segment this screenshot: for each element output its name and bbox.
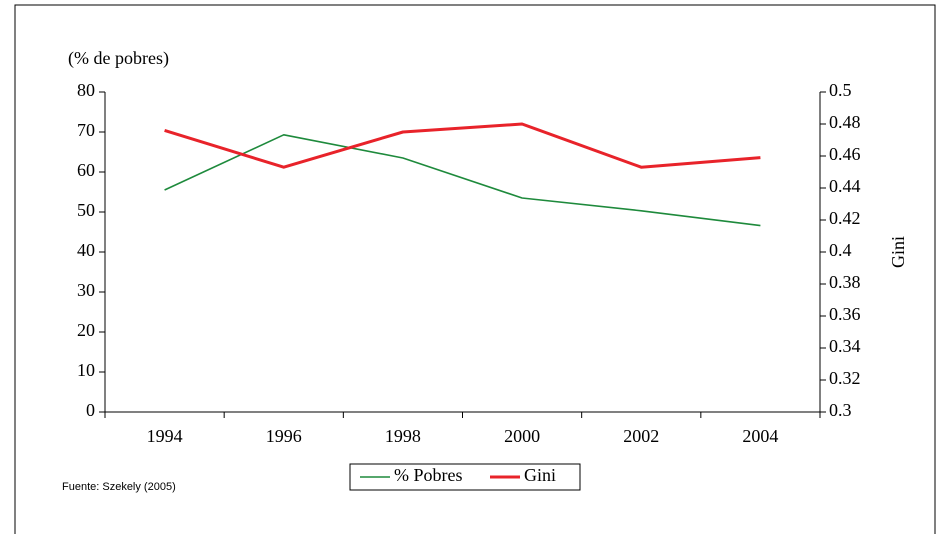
y-tick-label: 70 (77, 120, 95, 140)
x-tick-label: 1998 (385, 426, 421, 446)
y-tick-label: 20 (77, 320, 95, 340)
y2-tick-label: 0.34 (829, 336, 861, 356)
y2-tick-label: 0.5 (829, 80, 852, 100)
y2-tick-label: 0.36 (829, 304, 861, 324)
legend-label: Gini (524, 465, 556, 485)
y-tick-label: 0 (86, 400, 95, 420)
y2-tick-label: 0.3 (829, 400, 852, 420)
series-line (164, 122, 761, 169)
y-tick-label: 10 (77, 360, 95, 380)
y-tick-label: 40 (77, 240, 95, 260)
y2-tick-label: 0.38 (829, 272, 861, 292)
x-tick-label: 2000 (504, 426, 540, 446)
y-tick-label: 50 (77, 200, 95, 220)
frame (14, 4, 936, 534)
y2-tick-label: 0.48 (829, 112, 861, 132)
y-axis-label: (% de pobres) (68, 48, 169, 69)
y2-axis-label: Gini (888, 236, 908, 268)
x-tick-label: 1996 (266, 426, 302, 446)
y-tick-label: 60 (77, 160, 95, 180)
y2-tick-label: 0.32 (829, 368, 861, 388)
x-tick-label: 2002 (623, 426, 659, 446)
y2-tick-label: 0.42 (829, 208, 861, 228)
series-line (164, 134, 761, 227)
y2-tick-label: 0.4 (829, 240, 852, 260)
legend-label: % Pobres (394, 465, 463, 485)
y-tick-label: 80 (77, 80, 95, 100)
y-tick-label: 30 (77, 280, 95, 300)
x-tick-label: 1994 (147, 426, 183, 446)
y2-tick-label: 0.44 (829, 176, 861, 196)
source: Fuente: Szekely (2005) (62, 481, 176, 493)
x-tick-label: 2004 (742, 426, 778, 446)
y2-tick-label: 0.46 (829, 144, 861, 164)
